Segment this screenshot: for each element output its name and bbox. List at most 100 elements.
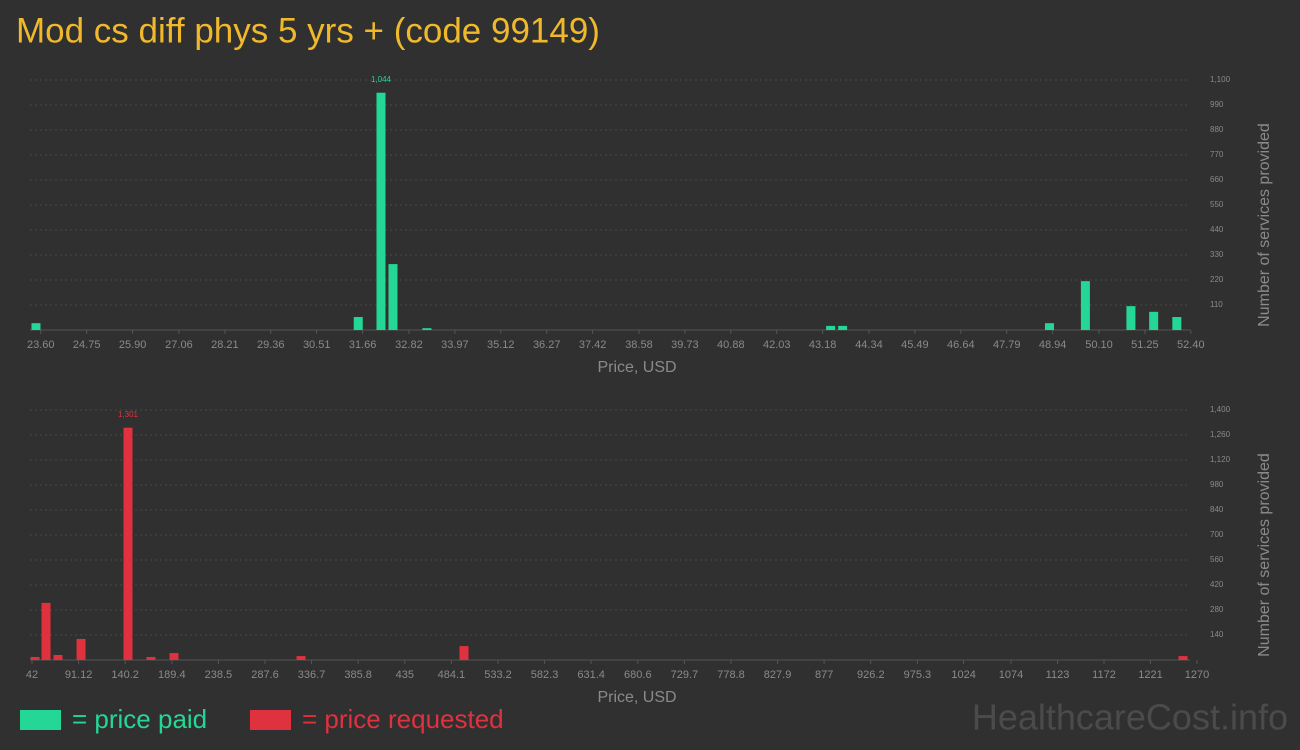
x-tick-label: 1024 <box>951 669 975 681</box>
x-tick-label: 51.25 <box>1131 339 1159 351</box>
y-tick-label: 840 <box>1210 505 1224 514</box>
y-tick-label: 1,120 <box>1210 455 1231 464</box>
y-axis-title: Number of services provided <box>1256 453 1273 657</box>
x-tick-label: 42 <box>26 669 38 681</box>
x-tick-label: 238.5 <box>205 669 233 681</box>
x-tick-label: 1172 <box>1092 669 1116 681</box>
x-tick-label: 47.79 <box>993 339 1021 351</box>
y-tick-label: 1,400 <box>1210 405 1231 414</box>
bar <box>146 656 156 660</box>
x-tick-label: 533.2 <box>484 669 512 681</box>
bar <box>1172 317 1182 330</box>
bar <box>422 328 432 330</box>
x-tick-label: 38.58 <box>625 339 653 351</box>
x-tick-label: 827.9 <box>764 669 792 681</box>
x-tick-label: 43.18 <box>809 339 837 351</box>
legend-label: = price requested <box>302 704 504 734</box>
bar <box>53 655 63 660</box>
x-tick-label: 28.21 <box>211 339 239 351</box>
y-tick-label: 140 <box>1210 630 1224 639</box>
x-tick-label: 35.12 <box>487 339 515 351</box>
y-tick-label: 560 <box>1210 555 1224 564</box>
x-tick-label: 44.34 <box>855 339 883 351</box>
y-tick-label: 880 <box>1210 125 1224 134</box>
bar <box>826 325 836 330</box>
x-tick-label: 582.3 <box>531 669 559 681</box>
legend-swatch <box>250 710 291 730</box>
x-tick-label: 926.2 <box>857 669 885 681</box>
x-tick-label: 336.7 <box>298 669 326 681</box>
x-tick-label: 140.2 <box>111 669 139 681</box>
bar <box>76 638 86 660</box>
x-tick-label: 42.03 <box>763 339 791 351</box>
bar <box>1080 281 1090 330</box>
x-tick-label: 287.6 <box>251 669 279 681</box>
bar <box>41 602 51 660</box>
page-title: Mod cs diff phys 5 yrs + (code 99149) <box>16 11 600 50</box>
x-tick-label: 729.7 <box>671 669 699 681</box>
bar <box>1044 323 1054 330</box>
x-tick-label: 39.73 <box>671 339 699 351</box>
y-tick-label: 280 <box>1210 605 1224 614</box>
x-tick-label: 36.27 <box>533 339 561 351</box>
bar <box>388 264 398 330</box>
y-tick-label: 1,100 <box>1210 75 1231 84</box>
x-tick-label: 435 <box>396 669 414 681</box>
x-tick-label: 27.06 <box>165 339 193 351</box>
y-tick-label: 990 <box>1210 100 1224 109</box>
bar <box>1178 656 1188 660</box>
x-tick-label: 385.8 <box>344 669 372 681</box>
x-tick-label: 1270 <box>1185 669 1209 681</box>
x-tick-label: 29.36 <box>257 339 285 351</box>
x-tick-label: 50.10 <box>1085 339 1113 351</box>
x-tick-label: 30.51 <box>303 339 331 351</box>
x-tick-label: 975.3 <box>904 669 932 681</box>
y-tick-label: 440 <box>1210 225 1224 234</box>
x-tick-label: 484.1 <box>438 669 466 681</box>
y-tick-label: 980 <box>1210 480 1224 489</box>
bar <box>30 656 40 660</box>
bar <box>123 427 133 660</box>
y-tick-label: 700 <box>1210 530 1224 539</box>
x-tick-label: 33.97 <box>441 339 469 351</box>
y-tick-label: 220 <box>1210 275 1224 284</box>
x-tick-label: 45.49 <box>901 339 929 351</box>
y-tick-label: 330 <box>1210 250 1224 259</box>
y-axis-title: Number of services provided <box>1256 123 1273 327</box>
x-tick-label: 31.66 <box>349 339 377 351</box>
x-tick-label: 1221 <box>1138 669 1162 681</box>
x-tick-label: 778.8 <box>717 669 745 681</box>
x-axis-title: Price, USD <box>597 359 676 376</box>
x-tick-label: 24.75 <box>73 339 101 351</box>
legend-swatch <box>20 710 61 730</box>
bar <box>838 325 848 330</box>
value-label: 1,301 <box>118 410 139 419</box>
bar <box>296 656 306 660</box>
y-tick-label: 660 <box>1210 175 1224 184</box>
value-label: 1,044 <box>371 75 392 84</box>
x-tick-label: 91.12 <box>65 669 93 681</box>
bar <box>1149 311 1159 330</box>
x-tick-label: 32.82 <box>395 339 423 351</box>
bar <box>353 317 363 330</box>
x-tick-label: 631.4 <box>577 669 605 681</box>
x-tick-label: 877 <box>815 669 833 681</box>
x-tick-label: 48.94 <box>1039 339 1067 351</box>
x-tick-label: 23.60 <box>27 339 55 351</box>
bar <box>31 323 41 330</box>
y-tick-label: 420 <box>1210 580 1224 589</box>
y-tick-label: 550 <box>1210 200 1224 209</box>
bar <box>1126 306 1136 330</box>
x-tick-label: 680.6 <box>624 669 652 681</box>
x-tick-label: 52.40 <box>1177 339 1205 351</box>
y-tick-label: 110 <box>1210 300 1223 309</box>
legend-label: = price paid <box>72 704 207 734</box>
x-tick-label: 189.4 <box>158 669 186 681</box>
x-tick-label: 46.64 <box>947 339 975 351</box>
x-tick-label: 25.90 <box>119 339 147 351</box>
bar <box>376 92 386 331</box>
y-tick-label: 1,260 <box>1210 430 1231 439</box>
watermark: HealthcareCost.info <box>972 697 1288 738</box>
x-axis-title: Price, USD <box>597 689 676 706</box>
